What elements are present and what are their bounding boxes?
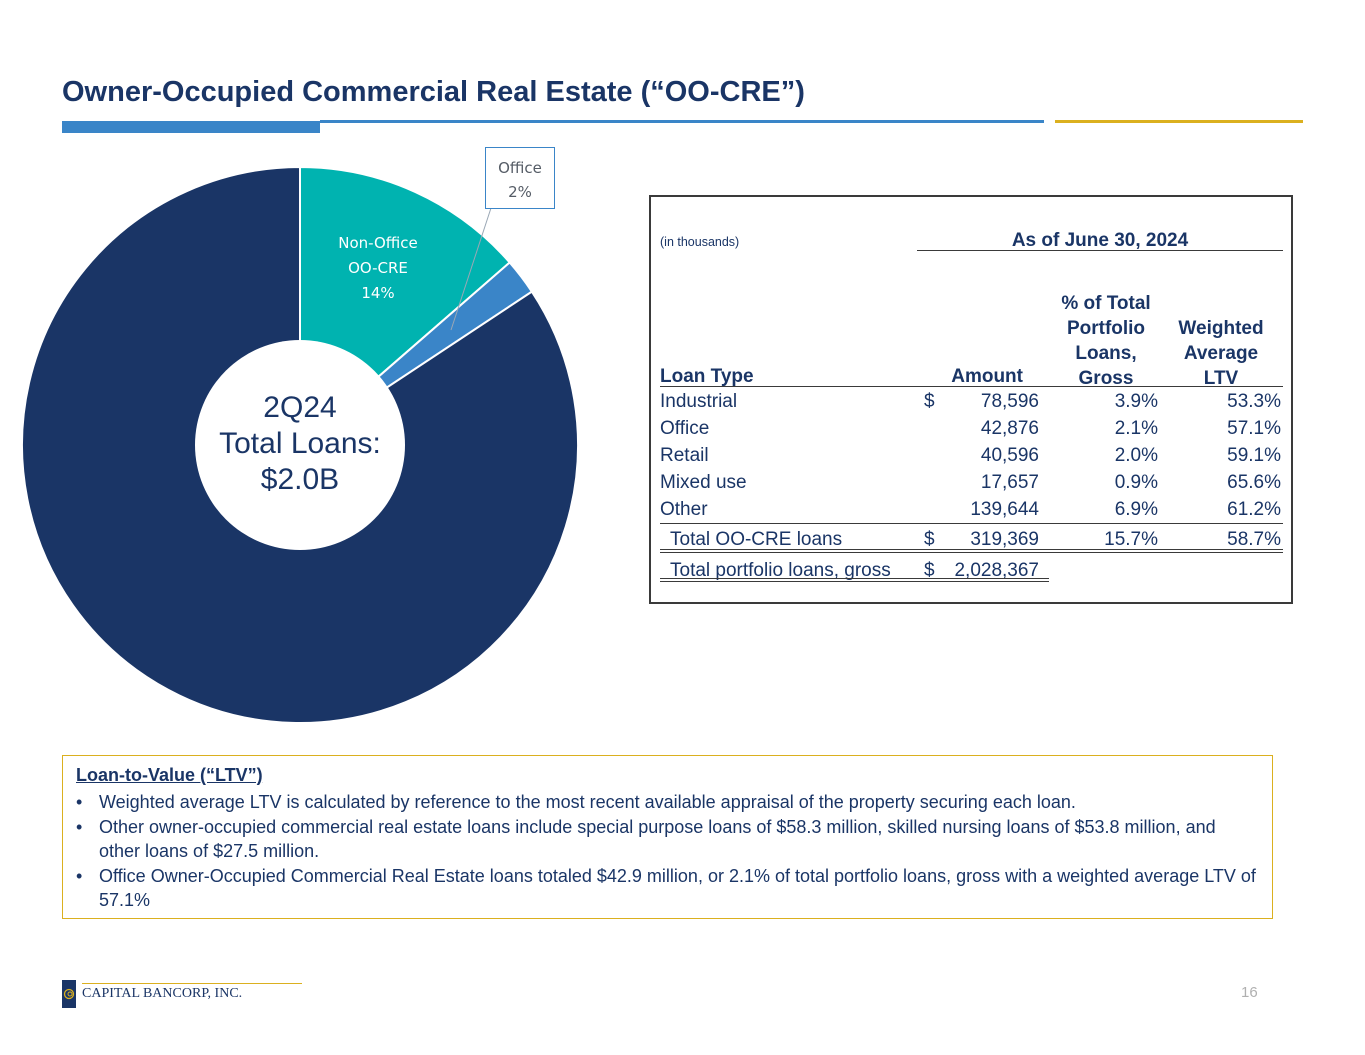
row-loan-type: Other bbox=[660, 499, 708, 520]
header-ltv-line2: Average bbox=[1183, 343, 1259, 364]
row-pct: 6.9% bbox=[1114, 499, 1158, 520]
row-loan-type: Office bbox=[660, 418, 710, 439]
row-pct: 3.9% bbox=[1114, 391, 1158, 412]
row-pct: 2.1% bbox=[1114, 418, 1158, 439]
logo-mark-icon bbox=[62, 980, 76, 1008]
center-label-value: $2.0B bbox=[260, 463, 340, 496]
total-row-pct: 15.7% bbox=[1104, 529, 1158, 550]
total-row-amount: 319,369 bbox=[970, 529, 1039, 550]
header-pct-line1: % of Total bbox=[1061, 293, 1151, 314]
total-row-label: Total OO-CRE loans bbox=[670, 529, 843, 550]
ltv-note-3: Office Owner-Occupied Commercial Real Es… bbox=[76, 864, 1256, 913]
header-pct-line4: Gross bbox=[1078, 368, 1134, 389]
header-ltv: Weighted Average LTV bbox=[1161, 316, 1281, 391]
portfolio-rule-1 bbox=[660, 578, 1049, 579]
row-ltv: 57.1% bbox=[1227, 418, 1281, 439]
total-bottom-rule-1 bbox=[660, 549, 1283, 550]
row-loan-type: Mixed use bbox=[660, 472, 747, 493]
ltv-notes-box: Loan-to-Value (“LTV”) Weighted average L… bbox=[62, 755, 1273, 919]
table-units: (in thousands) bbox=[660, 235, 740, 249]
non-office-label-line1: Non-Office bbox=[338, 234, 418, 252]
header-pct-line2: Portfolio bbox=[1066, 318, 1146, 339]
total-row-dollar: $ bbox=[924, 529, 935, 550]
row-amount: 139,644 bbox=[970, 499, 1039, 520]
ltv-note-1: Weighted average LTV is calculated by re… bbox=[76, 790, 1256, 815]
office-leader-line bbox=[450, 207, 492, 331]
row-loan-type: Industrial bbox=[660, 391, 738, 412]
non-office-label-line2: OO-CRE bbox=[348, 259, 408, 277]
office-slice-pct: 2% bbox=[508, 183, 532, 201]
row-ltv: 59.1% bbox=[1227, 445, 1281, 466]
ltv-notes-title: Loan-to-Value (“LTV”) bbox=[76, 765, 263, 785]
total-row-ltv: 58.7% bbox=[1227, 529, 1281, 550]
header-amount: Amount bbox=[951, 366, 1023, 387]
portfolio-row-dollar: $ bbox=[924, 560, 935, 581]
row-amount: 78,596 bbox=[980, 391, 1039, 412]
donut-hole bbox=[195, 340, 405, 550]
row-loan-type: Retail bbox=[660, 445, 709, 466]
row-pct: 0.9% bbox=[1114, 472, 1158, 493]
ltv-notes-list: Weighted average LTV is calculated by re… bbox=[76, 790, 1256, 913]
row-ltv: 53.3% bbox=[1227, 391, 1281, 412]
header-pct: % of Total Portfolio Loans, Gross bbox=[1041, 291, 1171, 391]
non-office-label-pct: 14% bbox=[361, 284, 395, 302]
header-loan-type: Loan Type bbox=[660, 366, 754, 387]
table-period: As of June 30, 2024 bbox=[1011, 230, 1189, 251]
header-underline bbox=[660, 386, 1283, 387]
row-amount: 17,657 bbox=[980, 472, 1039, 493]
header-ltv-line3: LTV bbox=[1203, 368, 1239, 389]
center-label-caption: Total Loans: bbox=[219, 427, 381, 460]
total-top-rule bbox=[660, 523, 1283, 524]
center-label-period: 2Q24 bbox=[263, 391, 337, 424]
page-number: 16 bbox=[1241, 984, 1258, 1001]
title-underline-gold bbox=[1055, 120, 1303, 123]
row-amount: 42,876 bbox=[980, 418, 1039, 439]
oo-cre-table: (in thousands) As of June 30, 2024 Loan … bbox=[649, 195, 1293, 604]
period-underline bbox=[917, 250, 1283, 251]
portfolio-rule-2 bbox=[660, 581, 1049, 582]
row-ltv: 61.2% bbox=[1227, 499, 1281, 520]
portfolio-row-label: Total portfolio loans, gross bbox=[670, 560, 891, 581]
row-pct: 2.0% bbox=[1114, 445, 1158, 466]
row-amount: 40,596 bbox=[980, 445, 1039, 466]
logo-text: CAPITAL BANCORP, INC. bbox=[82, 986, 243, 1001]
title-underline-thick bbox=[62, 121, 320, 133]
header-ltv-line1: Weighted bbox=[1178, 318, 1264, 339]
logo-rule bbox=[82, 983, 302, 984]
page-title: Owner-Occupied Commercial Real Estate (“… bbox=[62, 76, 805, 108]
ltv-note-2: Other owner-occupied commercial real est… bbox=[76, 815, 1256, 864]
header-pct-line3: Loans, bbox=[1075, 343, 1137, 364]
office-slice-label: Office bbox=[498, 159, 542, 177]
row-dollar: $ bbox=[924, 391, 935, 412]
non-office-slice-label: Non-Office OO-CRE 14% bbox=[318, 231, 438, 306]
logo-swirl-icon bbox=[63, 988, 75, 1000]
title-underline-thin bbox=[320, 120, 1044, 123]
loan-mix-donut-chart bbox=[21, 165, 579, 724]
portfolio-row-amount: 2,028,367 bbox=[954, 560, 1039, 581]
donut-center-label: 2Q24 Total Loans: $2.0B bbox=[200, 390, 400, 498]
row-ltv: 65.6% bbox=[1227, 472, 1281, 493]
total-bottom-rule-2 bbox=[660, 552, 1283, 553]
office-slice-callout: Office 2% bbox=[485, 147, 555, 209]
